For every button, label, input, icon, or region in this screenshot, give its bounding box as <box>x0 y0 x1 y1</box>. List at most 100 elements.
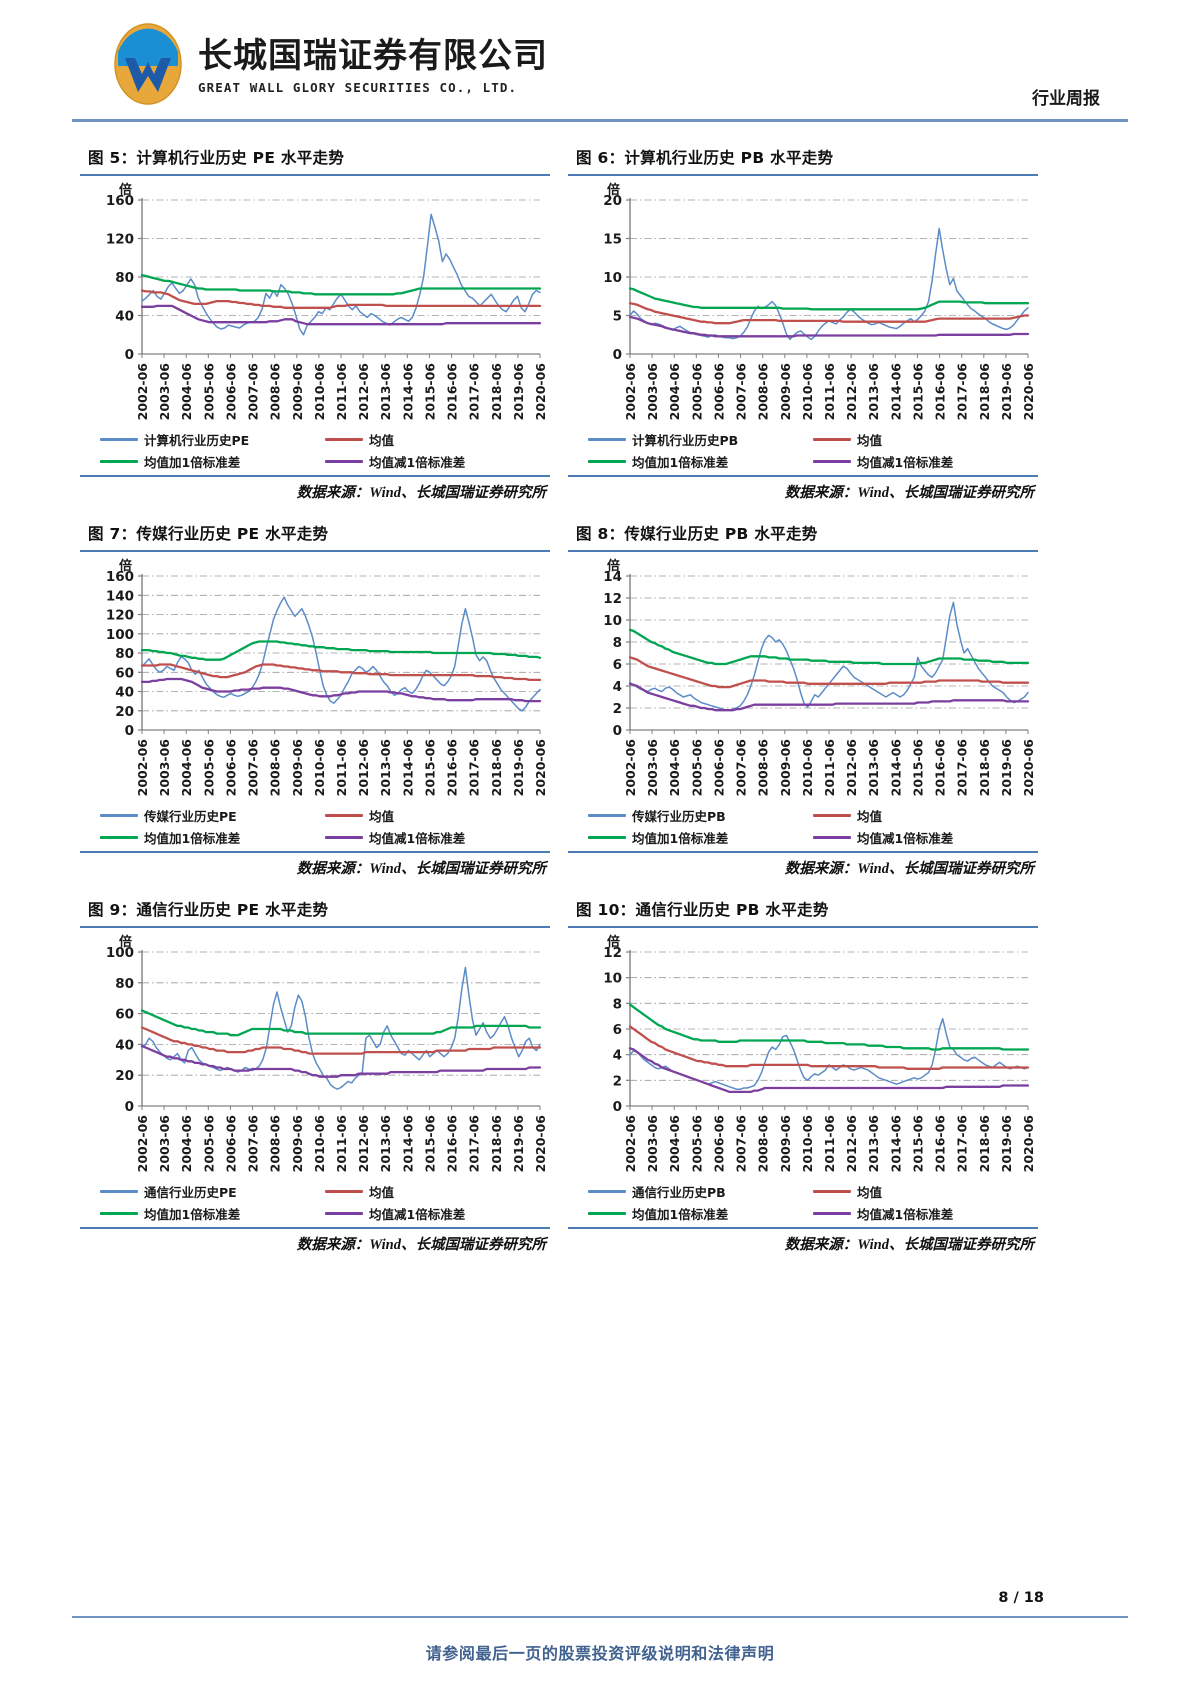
legend-swatch-plus1sd <box>588 1212 626 1215</box>
svg-text:160: 160 <box>106 569 134 585</box>
legend-label-series-name: 通信行业历史PB <box>632 1185 726 1200</box>
svg-text:2020-06: 2020-06 <box>533 739 548 797</box>
svg-text:120: 120 <box>106 608 134 624</box>
svg-text:2008-06: 2008-06 <box>268 1115 283 1173</box>
legend-item-series-name: 计算机行业历史PE <box>100 430 325 449</box>
legend-swatch-minus1sd <box>325 1212 363 1215</box>
svg-text:2012-06: 2012-06 <box>844 1115 859 1173</box>
svg-text:2018-06: 2018-06 <box>977 739 992 797</box>
svg-text:140: 140 <box>106 588 134 604</box>
legend-swatch-plus1sd <box>588 460 626 463</box>
brand-text: 长城国瑞证券有限公司 GREAT WALL GLORY SECURITIES C… <box>198 33 548 94</box>
svg-text:2009-06: 2009-06 <box>778 739 793 797</box>
legend-item-plus1sd: 均值加1倍标准差 <box>588 1204 813 1223</box>
svg-text:40: 40 <box>115 309 134 325</box>
svg-text:2010-06: 2010-06 <box>312 363 327 421</box>
legend-label-series-name: 计算机行业历史PB <box>632 433 739 448</box>
svg-text:20: 20 <box>603 193 622 209</box>
svg-text:2020-06: 2020-06 <box>1021 739 1036 797</box>
figure-body-fig6: 0 5 10 15 20 倍 2002-06 2003-06 2004-06 2005-06 200… <box>568 178 1038 473</box>
svg-text:10: 10 <box>603 270 622 286</box>
figure-fig9: 图 9：通信行业历史 PE 水平走势 0 20 40 60 80 100 倍 2002-06 2… <box>80 892 550 1254</box>
legend-item-mean: 均值 <box>813 806 1038 825</box>
figure-source-divider <box>80 1227 550 1229</box>
svg-text:2010-06: 2010-06 <box>800 363 815 421</box>
svg-text:0: 0 <box>125 347 134 363</box>
figure-body-fig5: 0 40 80 120 160 倍 2002-06 2003-06 2004-06 2005-06… <box>80 178 550 473</box>
legend-swatch-series-name <box>100 814 138 817</box>
svg-text:2012-06: 2012-06 <box>844 363 859 421</box>
svg-text:8: 8 <box>613 635 622 651</box>
svg-text:2018-06: 2018-06 <box>977 363 992 421</box>
svg-text:倍: 倍 <box>607 558 620 574</box>
svg-text:10: 10 <box>603 971 622 987</box>
legend-swatch-plus1sd <box>100 836 138 839</box>
legend-label-mean: 均值 <box>369 1185 395 1200</box>
chart-legend: 通信行业历史PB 均值 均值加1倍标准差 均值减1倍标准差 <box>568 1180 1038 1225</box>
legend-label-minus1sd: 均值减1倍标准差 <box>857 1207 954 1222</box>
figure-source-divider <box>80 851 550 853</box>
company-name-en: GREAT WALL GLORY SECURITIES CO., LTD. <box>198 79 518 95</box>
legend-swatch-plus1sd <box>100 1212 138 1215</box>
svg-text:2016-06: 2016-06 <box>445 739 460 797</box>
svg-text:60: 60 <box>115 1007 134 1023</box>
svg-text:20: 20 <box>115 1068 134 1084</box>
chart-fig10: 0 2 4 6 8 10 12 倍 2002-06 2003-06 2004-06 2005-06 20… <box>568 930 1038 1180</box>
svg-text:2005-06: 2005-06 <box>201 363 216 421</box>
svg-text:2004-06: 2004-06 <box>667 1115 682 1173</box>
figure-title-divider <box>80 550 550 552</box>
svg-text:2003-06: 2003-06 <box>645 739 660 797</box>
svg-text:2004-06: 2004-06 <box>667 739 682 797</box>
svg-text:2016-06: 2016-06 <box>445 1115 460 1173</box>
svg-text:2008-06: 2008-06 <box>756 363 771 421</box>
legend-item-plus1sd: 均值加1倍标准差 <box>100 828 325 847</box>
footer-disclaimer: 请参阅最后一页的股票投资评级说明和法律声明 <box>425 1644 775 1663</box>
svg-text:2012-06: 2012-06 <box>356 739 371 797</box>
legend-item-minus1sd: 均值减1倍标准差 <box>813 452 1038 471</box>
svg-text:倍: 倍 <box>119 558 132 574</box>
legend-swatch-mean <box>325 814 363 817</box>
svg-text:2009-06: 2009-06 <box>290 1115 305 1173</box>
svg-text:2016-06: 2016-06 <box>933 363 948 421</box>
svg-text:15: 15 <box>603 232 622 248</box>
svg-text:4: 4 <box>613 679 622 695</box>
svg-text:2013-06: 2013-06 <box>866 739 881 797</box>
svg-text:2006-06: 2006-06 <box>711 739 726 797</box>
svg-text:2017-06: 2017-06 <box>467 363 482 421</box>
svg-text:2002-06: 2002-06 <box>135 363 150 421</box>
svg-text:2003-06: 2003-06 <box>157 739 172 797</box>
figure-fig6: 图 6：计算机行业历史 PB 水平走势 0 5 10 15 20 倍 2002-06 2003… <box>568 140 1038 502</box>
svg-text:2013-06: 2013-06 <box>378 363 393 421</box>
figure-source-fig6: 数据来源：Wind、长城国瑞证券研究所 <box>784 485 1034 501</box>
legend-item-plus1sd: 均值加1倍标准差 <box>100 452 325 471</box>
legend-item-minus1sd: 均值减1倍标准差 <box>325 1204 550 1223</box>
svg-text:80: 80 <box>115 270 134 286</box>
footer-divider <box>72 1616 1128 1618</box>
chart-legend: 计算机行业历史PB 均值 均值加1倍标准差 均值减1倍标准差 <box>568 428 1038 473</box>
chart-legend: 传媒行业历史PB 均值 均值加1倍标准差 均值减1倍标准差 <box>568 804 1038 849</box>
legend-swatch-mean <box>813 1190 851 1193</box>
figure-title-divider <box>568 174 1038 176</box>
svg-text:2008-06: 2008-06 <box>268 739 283 797</box>
svg-text:60: 60 <box>115 665 134 681</box>
svg-text:2009-06: 2009-06 <box>778 1115 793 1173</box>
svg-text:0: 0 <box>613 347 622 363</box>
svg-text:2014-06: 2014-06 <box>888 363 903 421</box>
legend-item-mean: 均值 <box>813 1182 1038 1201</box>
svg-text:2005-06: 2005-06 <box>689 1115 704 1173</box>
legend-swatch-minus1sd <box>325 460 363 463</box>
legend-label-series-name: 传媒行业历史PB <box>632 809 726 824</box>
svg-text:2004-06: 2004-06 <box>179 363 194 421</box>
legend-item-mean: 均值 <box>325 430 550 449</box>
svg-text:2010-06: 2010-06 <box>800 1115 815 1173</box>
svg-text:2016-06: 2016-06 <box>445 363 460 421</box>
legend-swatch-mean <box>325 1190 363 1193</box>
svg-text:2009-06: 2009-06 <box>290 739 305 797</box>
chart-fig7: 0 20 40 60 80 100 120 140 160 倍 2002-06 2003-06 2004… <box>80 554 550 804</box>
legend-label-plus1sd: 均值加1倍标准差 <box>632 455 729 470</box>
figure-row-2: 图 7：传媒行业历史 PE 水平走势 0 20 40 60 80 100 120 140 160… <box>80 516 1120 878</box>
figure-body-fig7: 0 20 40 60 80 100 120 140 160 倍 2002-06 2003-06 2004… <box>80 554 550 849</box>
svg-text:2012-06: 2012-06 <box>844 739 859 797</box>
legend-item-series-name: 计算机行业历史PB <box>588 430 813 449</box>
svg-text:2013-06: 2013-06 <box>378 739 393 797</box>
